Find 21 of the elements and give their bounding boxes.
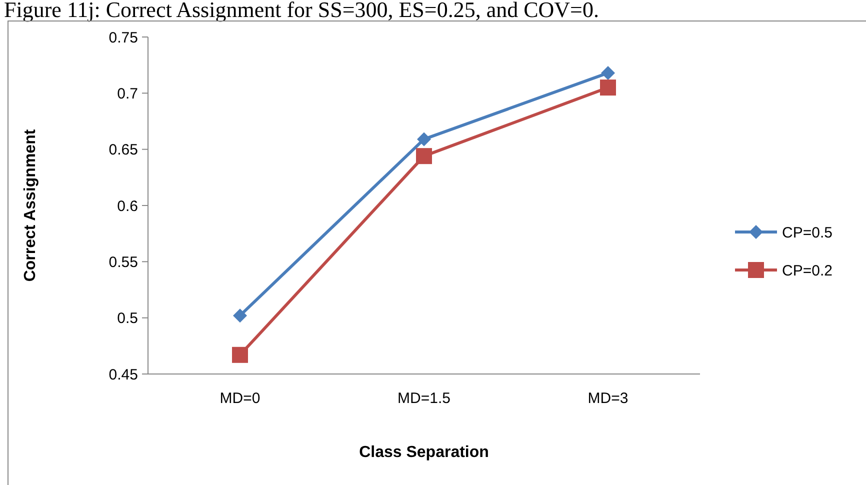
x-tick-label: MD=1.5 [398,390,450,407]
y-tick-label: 0.65 [108,142,138,159]
point [417,132,431,146]
point [233,308,247,323]
point [600,80,616,96]
y-axis-title: Correct Assignment [22,128,39,282]
legend-label: CP=0.5 [782,224,832,242]
legend-label: CP=0.2 [782,262,832,280]
y-tick-label: 0.45 [108,366,138,384]
y-tick-label: 0.75 [108,29,138,46]
y-tick-label: 0.6 [117,198,138,215]
point [601,66,615,80]
point [232,346,248,363]
chart-title: Figure 11j: Correct Assignment for SS=300, ES=0.25, and COV=0. [4,0,599,22]
point [416,148,432,164]
x-tick-label: MD=3 [588,390,628,407]
x-tick-label: MD=0 [220,390,260,407]
y-tick-label: 0.55 [108,254,138,271]
y-tick-label: 0.5 [117,310,138,328]
y-tick-label: 0.7 [117,85,138,102]
x-axis-title: Class Separation [359,444,489,461]
